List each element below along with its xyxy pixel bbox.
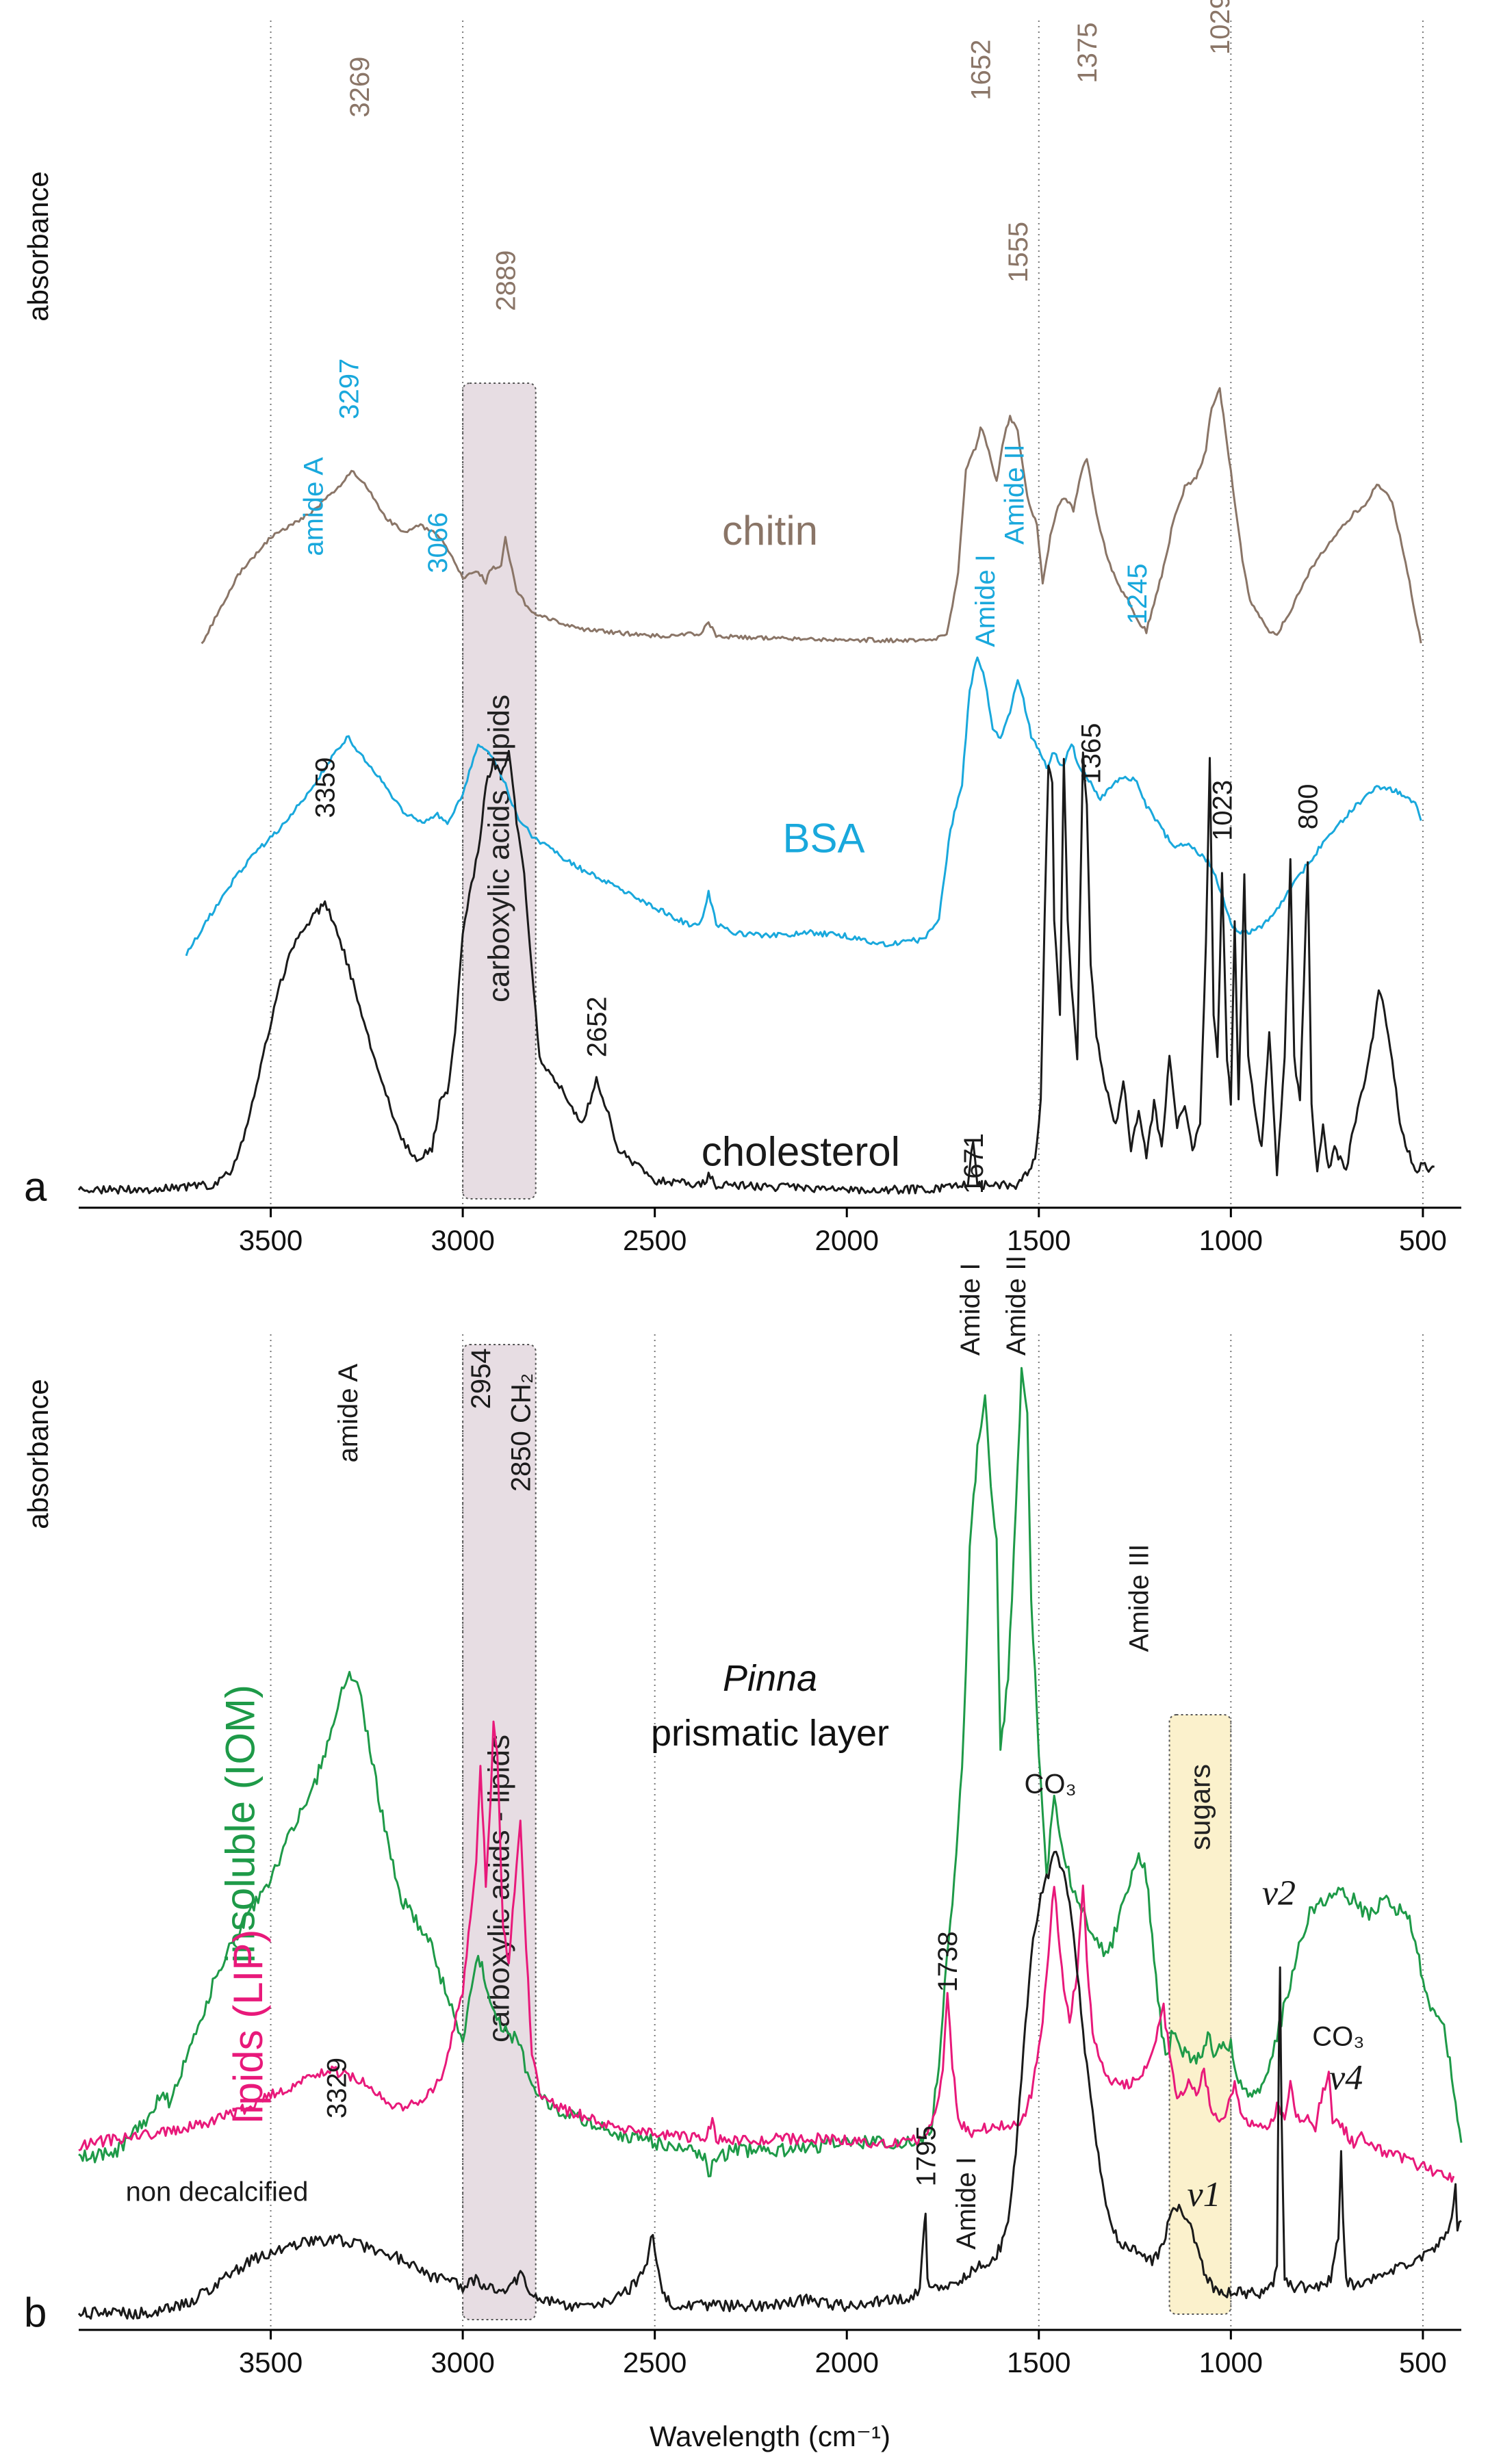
annotation-amide-a: amide A (333, 1364, 363, 1463)
series-line-bsa (185, 656, 1422, 957)
annotation-bsa: BSA (783, 816, 865, 861)
x-tick-label-3000: 3000 (431, 2346, 494, 2378)
series-line-insoluble-iom (78, 1366, 1463, 2178)
annotation-1375: 1375 (1073, 23, 1103, 83)
y-axis-label: absorbance (22, 1379, 54, 1529)
x-tick-label-2000: 2000 (815, 1224, 879, 1256)
annotation-2850-ch: 2850 CH₂ (506, 1373, 536, 1492)
chart-title: prismatic layer (651, 1713, 889, 1754)
y-axis-label: absorbance (22, 171, 54, 322)
series-line-non-decalcified (77, 1850, 1462, 2320)
annotation-1555: 1555 (1003, 222, 1034, 283)
annotation-co: CO₃ (1312, 2022, 1364, 2052)
annotation-amide-ii: Amide II (1001, 1256, 1031, 1356)
x-tick-label-1000: 1000 (1199, 1224, 1263, 1256)
chart-title-italic: Pinna (723, 1658, 817, 1699)
annotation-cholesterol: cholesterol (702, 1128, 900, 1174)
annotation-insoluble-iom: insoluble (IOM) (218, 1685, 264, 1963)
annotation-1795: 1795 (911, 2125, 941, 2186)
x-tick-label-1500: 1500 (1007, 1224, 1070, 1256)
annotation-lipids-lip: lipids (LIP) (225, 1930, 271, 2123)
annotation-2889: 2889 (491, 250, 521, 311)
annotation-1029: 1029 (1205, 0, 1235, 55)
annotation-2652: 2652 (582, 996, 612, 1057)
annotation-chitin: chitin (722, 508, 818, 554)
x-tick-label-3500: 3500 (239, 2346, 303, 2378)
annotation-3269: 3269 (345, 57, 375, 118)
annotation-1245: 1245 (1122, 564, 1153, 625)
annotation-2954: 2954 (466, 1348, 496, 1409)
annotation-3329: 3329 (322, 2058, 352, 2118)
x-tick-label-3500: 3500 (239, 1224, 303, 1256)
x-tick-label-1000: 1000 (1199, 2346, 1263, 2378)
annotation-amide-i: Amide I (955, 1263, 986, 1356)
x-tick-label-2500: 2500 (623, 1224, 687, 1256)
x-tick-label-3000: 3000 (431, 1224, 494, 1256)
panel-label: a (24, 1164, 47, 1210)
x-tick-label-1500: 1500 (1007, 2346, 1070, 2378)
annotation-800: 800 (1294, 783, 1324, 829)
x-tick-label-2500: 2500 (623, 2346, 687, 2378)
panel-a-chart: carboxylic acids - lipids 3500 3000 2500 200… (22, 0, 1461, 1256)
annotation-1671: 1671 (959, 1133, 989, 1194)
annotation-4: ν4 (1329, 2058, 1363, 2097)
annotation-amide-i: Amide I (951, 2157, 982, 2250)
annotation-1652: 1652 (966, 40, 996, 101)
annotation-non-decalcified: non decalcified (126, 2177, 309, 2207)
series-line-chitin (201, 387, 1422, 645)
lipid-band-label: carboxylic acids - lipids (482, 695, 515, 1002)
annotation-amide-ii: Amide II (999, 444, 1029, 545)
annotation-1738: 1738 (933, 1931, 963, 1992)
annotation-3066: 3066 (423, 513, 453, 573)
annotation-co: CO₃ (1024, 1769, 1076, 1799)
x-tick-label-2000: 2000 (815, 2346, 879, 2378)
annotation-1365: 1365 (1077, 723, 1107, 784)
annotation-1: ν1 (1188, 2175, 1221, 2214)
annotation-2: ν2 (1262, 1874, 1296, 1913)
lipid-band (462, 382, 537, 1199)
annotation-amide-i: Amide I (971, 554, 1001, 647)
series-line-lipids-lip (78, 1720, 1455, 2183)
annotation-3297: 3297 (334, 359, 364, 419)
x-tick-label-500: 500 (1399, 1224, 1447, 1256)
panel-label: b (24, 2290, 47, 2335)
annotation-1023: 1023 (1207, 780, 1237, 841)
x-axis-label: Wavelength (cm⁻¹) (650, 2420, 890, 2452)
x-tick-label-500: 500 (1399, 2346, 1447, 2378)
annotation-amide-iii: Amide III (1125, 1544, 1155, 1652)
annotation-amide-a: amide A (298, 457, 329, 556)
annotation-3359: 3359 (311, 757, 341, 818)
sugar-band-label: sugars (1183, 1764, 1216, 1850)
series-line-cholesterol (77, 749, 1435, 1195)
